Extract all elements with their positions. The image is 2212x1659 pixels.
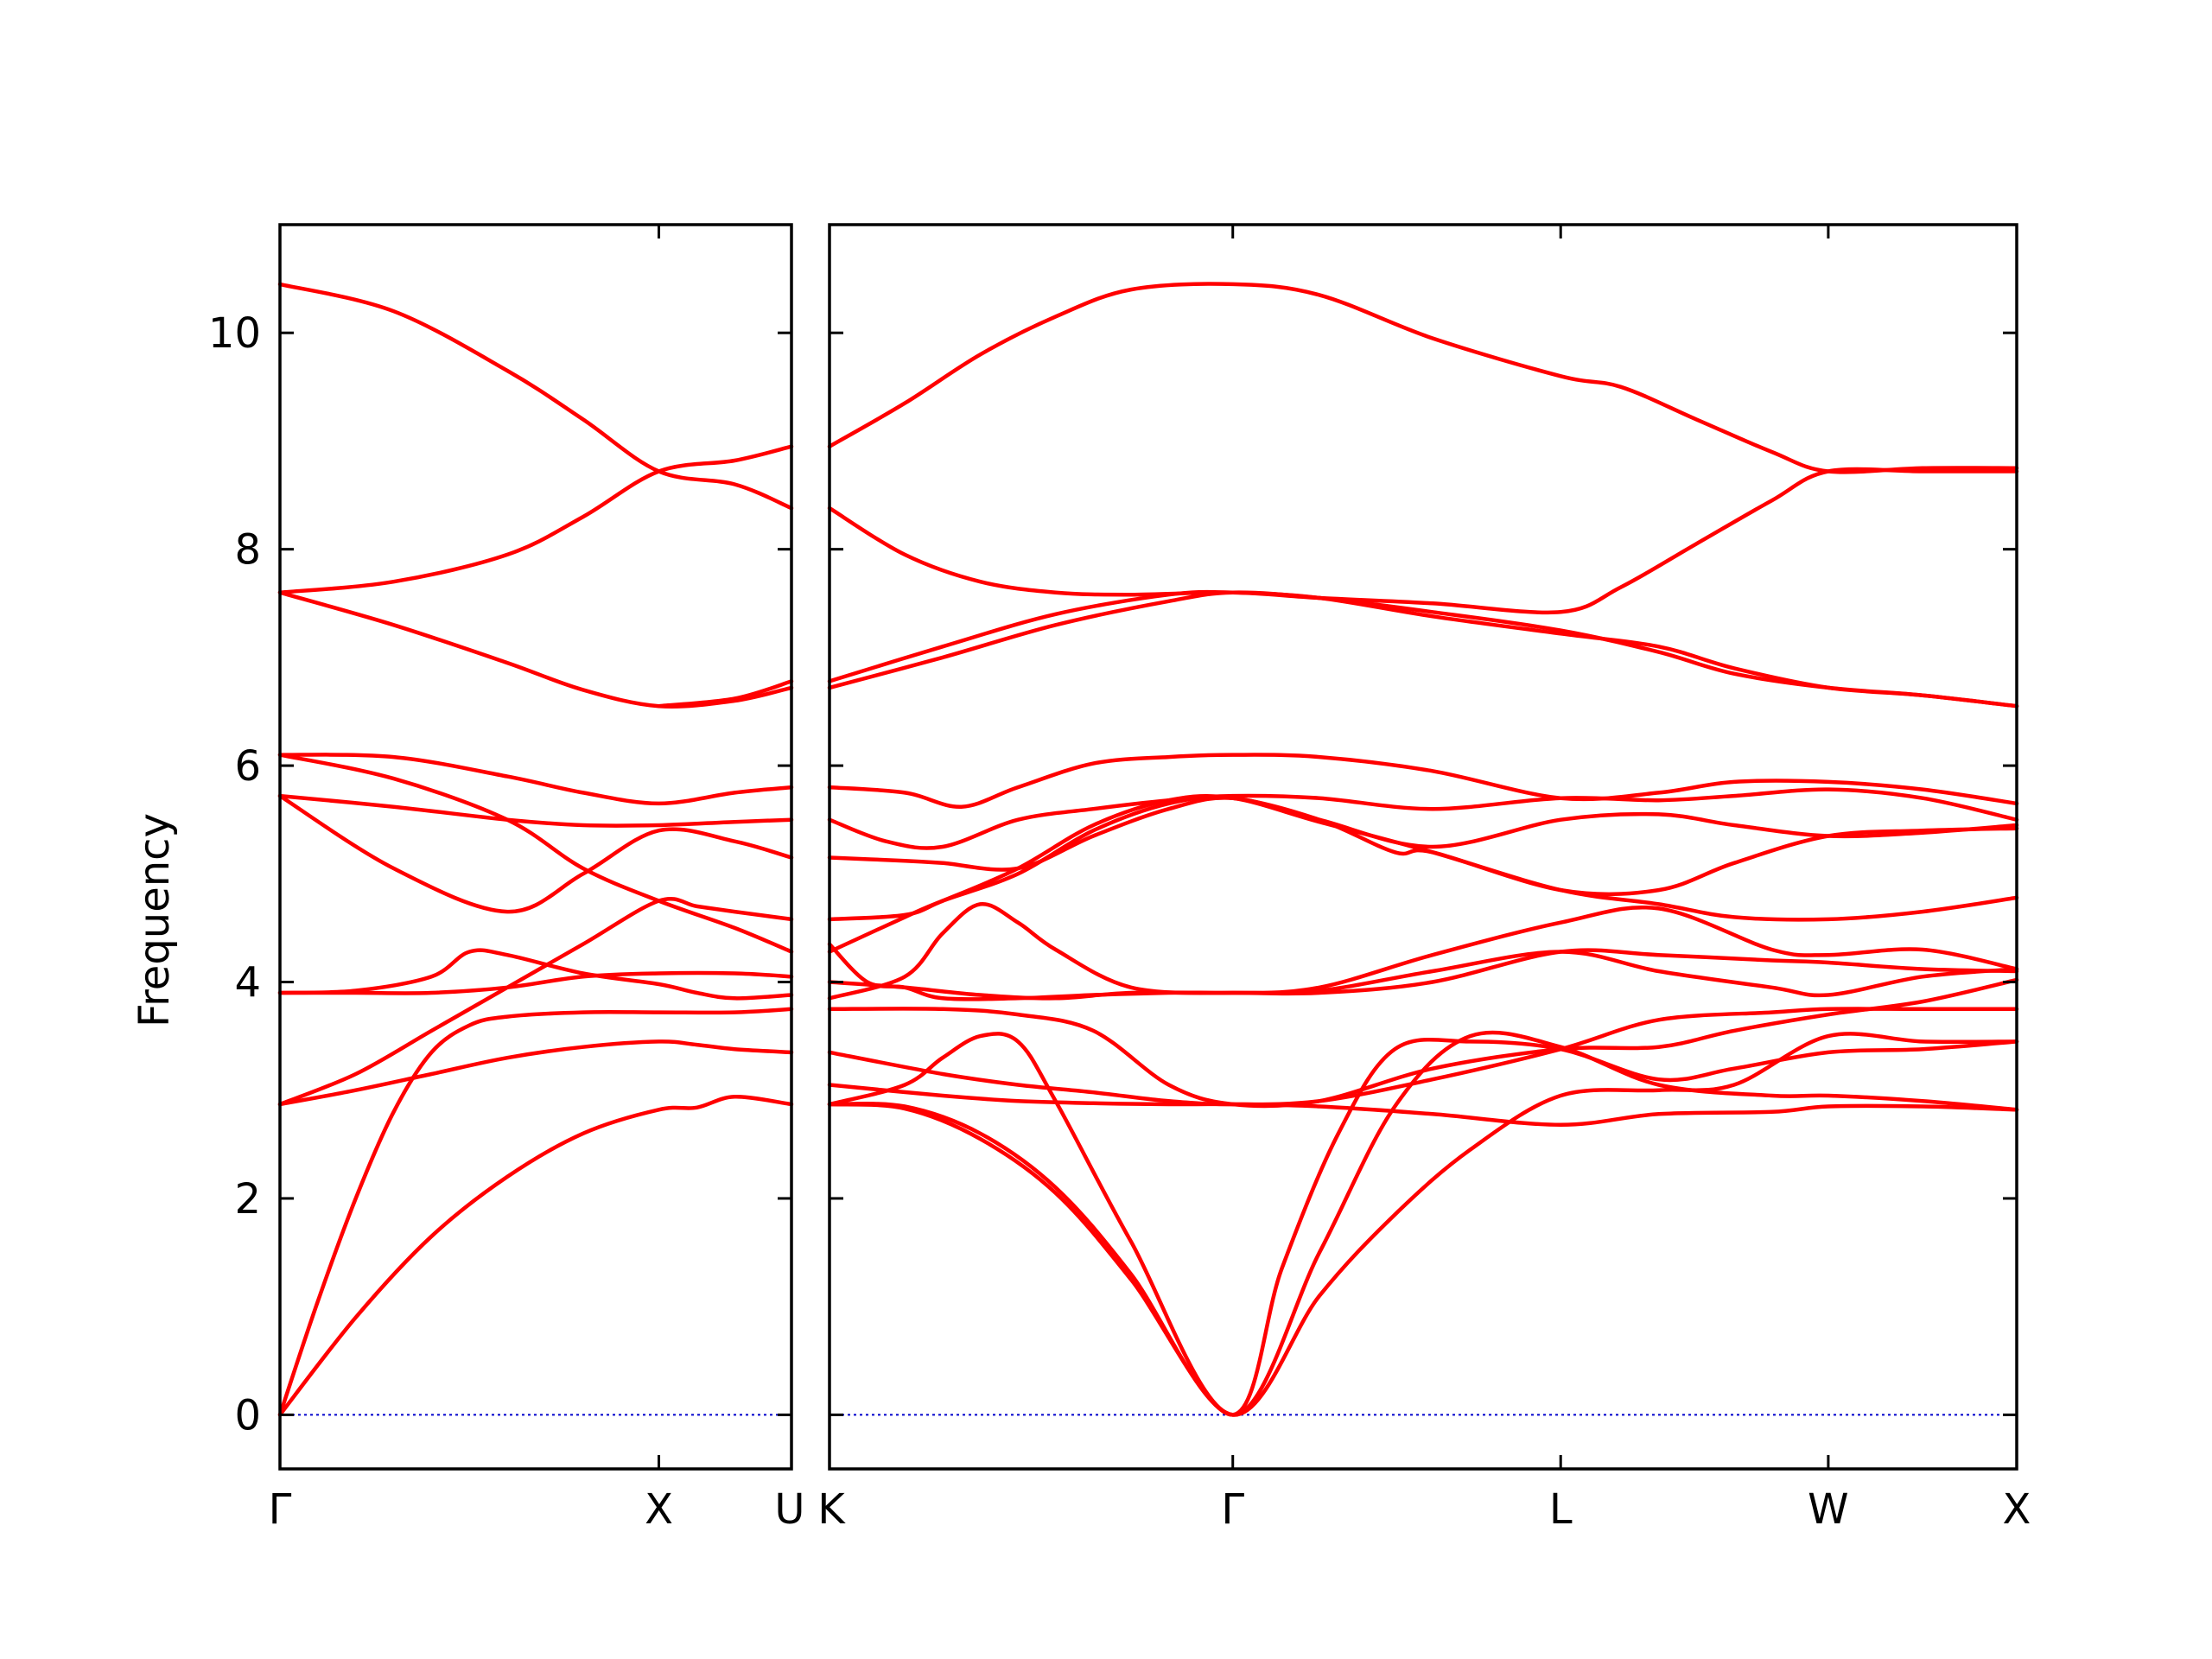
band-line-right-11 [827,795,2019,954]
band-line-right-16 [827,589,2019,709]
band-line-left-7 [277,793,794,914]
y-tick-label: 2 [234,1175,261,1224]
chart-panels: 0 2 4 6 8 10 Γ X U K Γ L W X [208,223,2031,1534]
y-tick-label: 4 [234,959,261,1007]
band-line-left-12 [277,444,794,594]
band-line-right-17 [827,467,2019,615]
band-line-left-8 [277,793,794,828]
band-line-right-2 [827,1037,2019,1417]
band-line-right-13 [827,787,2019,850]
band-line-right-4 [827,1030,2019,1417]
band-line-left-13 [277,282,794,511]
x-tick-label: W [1808,1485,1848,1534]
x-tick-label: U [774,1485,804,1534]
band-line-left-11 [277,590,794,709]
band-line-right-14 [827,753,2019,809]
y-tick-label: 10 [208,309,261,358]
band-line-right-10 [827,794,2019,922]
y-axis-label: Frequency [130,813,179,1027]
band-line-right-6 [827,977,2019,1109]
band-line-right-18 [827,282,2019,474]
band-line-right-1 [827,1032,2019,1417]
band-line-left-14 [657,679,794,709]
y-tick-label: 8 [234,526,261,575]
band-line-right-8 [827,942,2019,1001]
y-tick-label: 6 [234,742,261,791]
x-tick-label: Γ [269,1485,292,1534]
band-line-right-7 [827,948,2019,1001]
band-line-left-5 [277,948,794,1001]
band-line-left-4 [277,896,794,1107]
band-line-left-1 [277,1095,794,1417]
band-line-left-3 [277,1039,794,1107]
panel-left: 0 2 4 6 8 10 Γ X U [208,223,805,1534]
band-line-left-6 [277,970,794,995]
x-tick-label: X [2003,1485,2031,1534]
y-tick-label: 0 [234,1391,261,1440]
x-tick-label: K [817,1485,846,1534]
band-line-right-9 [827,902,2019,1001]
plot-frame [278,223,793,1471]
band-line-left-2 [277,1007,794,1417]
x-tick-label: Γ [1221,1485,1244,1534]
band-line-right-5 [827,1007,2019,1107]
x-tick-label: X [645,1485,673,1534]
band-line-right-3 [827,1083,2019,1128]
band-line-right-12 [827,796,2019,872]
band-line-left-9 [277,753,794,954]
plot-frame [828,223,2018,1471]
x-tick-label: L [1549,1485,1573,1534]
band-line-left-10 [277,753,794,806]
